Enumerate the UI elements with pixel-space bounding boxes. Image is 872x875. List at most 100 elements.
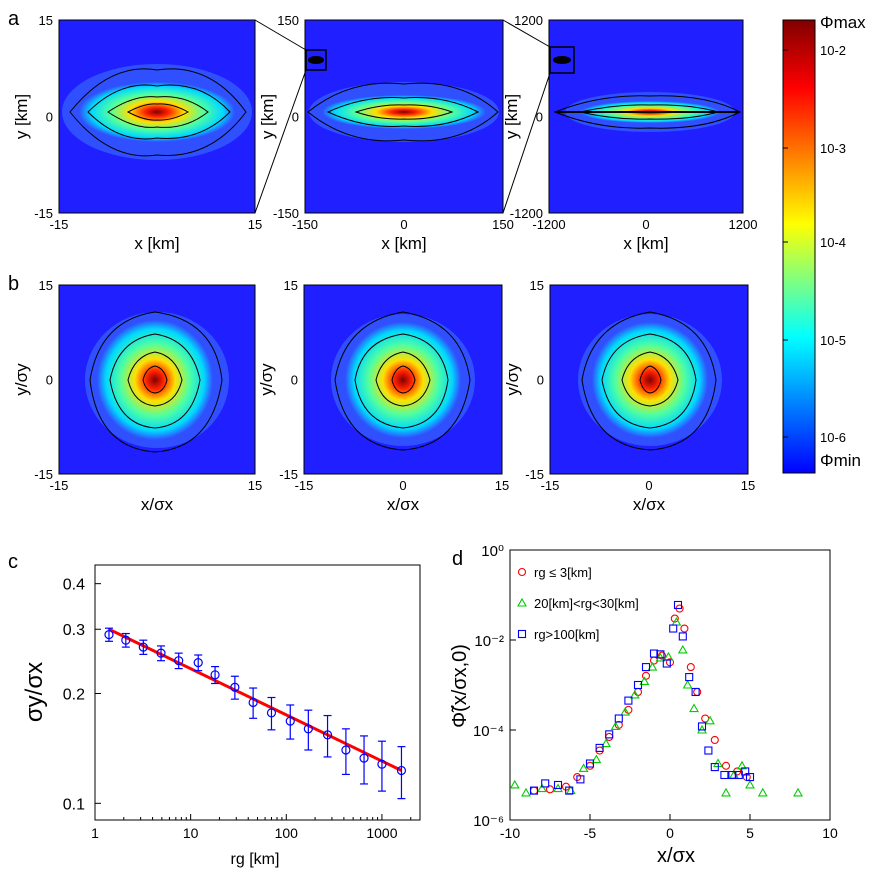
data-point	[745, 773, 755, 782]
data-point	[710, 735, 719, 745]
x-tick-label: 100	[275, 825, 299, 841]
data-point	[633, 680, 643, 690]
y-tick-label: -15	[34, 467, 53, 482]
panel-letter-a: a	[8, 8, 20, 30]
data-point	[174, 656, 184, 666]
x-tick-label: 10	[183, 825, 199, 841]
x-axis-label: x/σx	[387, 495, 420, 514]
y-axis-label: y [km]	[502, 94, 521, 139]
data-point	[705, 715, 715, 725]
data-point	[578, 763, 589, 772]
x-tick-label: -15	[50, 217, 69, 232]
data-point	[685, 673, 694, 682]
x-tick-label: -15	[50, 478, 69, 493]
data-point	[248, 697, 258, 708]
y-tick-label: 10⁻⁴	[473, 723, 504, 740]
y-tick-label: 10⁻²	[474, 633, 504, 650]
zoom-box-a3	[549, 46, 575, 74]
data-point	[678, 632, 687, 641]
data-point	[757, 787, 768, 797]
colorbar-tick-label: 10-5	[820, 333, 846, 348]
heatmap-a1	[58, 19, 256, 214]
x-tick-label: 1	[91, 825, 99, 841]
y-tick-label: 0	[46, 373, 53, 388]
data-point	[517, 629, 527, 639]
data-point	[629, 689, 640, 699]
data-point	[641, 663, 651, 672]
data-point	[662, 659, 671, 668]
data-point	[576, 775, 585, 784]
zoom-connector	[502, 19, 551, 48]
chart-d: -10 -5 0 5 10 10⁰ 10⁻² 10⁻⁴ 10⁻⁶ rg ≤ 3[km] 20[km…	[449, 543, 838, 867]
data-point	[537, 783, 547, 793]
chart-d-xlabel: x/σx	[657, 845, 695, 867]
panel-letter-b: b	[8, 273, 19, 295]
y-axis-label: y [km]	[12, 94, 31, 139]
x-tick-label: 15	[495, 478, 509, 493]
x-tick-label: 0	[666, 825, 674, 841]
heatmap-b3	[549, 284, 749, 475]
data-point	[545, 785, 555, 794]
heatmap-b1	[58, 284, 256, 475]
data-point	[601, 738, 611, 748]
data-point	[377, 759, 387, 769]
y-tick-label: 15	[530, 278, 544, 293]
data-point	[156, 648, 166, 658]
data-point	[230, 682, 240, 692]
y-tick-label: 0	[536, 110, 543, 125]
y-tick-label: 1200	[514, 13, 543, 28]
data-point	[359, 753, 369, 763]
data-point	[610, 721, 621, 730]
y-tick-label: -15	[34, 206, 53, 221]
chart-d-marks	[509, 600, 803, 797]
x-tick-label: 15	[741, 478, 755, 493]
data-point	[639, 676, 650, 685]
data-point	[104, 630, 114, 640]
x-tick-label: 0	[645, 478, 652, 493]
colorbar: Φmax Φmin 10-2 10-3 10-4 10-5 10-6	[782, 13, 866, 474]
data-point	[517, 567, 527, 577]
y-tick-label: -15	[279, 467, 298, 482]
y-tick-label: 15	[39, 278, 53, 293]
data-point	[285, 716, 295, 726]
y-tick-label: 0.3	[63, 622, 85, 639]
panel-letter-c: c	[8, 551, 18, 573]
chart-c-marks	[104, 627, 407, 800]
data-point	[669, 624, 678, 633]
chart-d-ticks: -10 -5 0 5 10 10⁰ 10⁻² 10⁻⁴ 10⁻⁶	[473, 543, 838, 841]
data-point	[614, 714, 623, 723]
data-point	[266, 708, 277, 718]
data-point	[673, 600, 683, 610]
data-point	[710, 763, 719, 772]
data-point	[793, 787, 803, 797]
x-tick-label: 15	[248, 478, 262, 493]
heatmap-b2	[303, 284, 503, 475]
zoom-connector	[254, 69, 307, 214]
y-axis-label: y/σy	[257, 363, 276, 396]
x-tick-label: 0	[400, 217, 407, 232]
y-tick-label: -150	[273, 206, 299, 221]
data-point	[138, 642, 148, 652]
y-tick-label: -1200	[510, 206, 543, 221]
row-b-axis-labels: -15 15 15 0 -15 x/σx y/σy -15 0 15 15 0 -15 x/σx y/σy -…	[12, 278, 755, 514]
data-point	[541, 779, 550, 788]
panel-letter-d: d	[452, 548, 463, 570]
y-tick-label: 15	[284, 278, 298, 293]
y-tick-label: 0	[537, 373, 544, 388]
y-axis-label: y/σy	[503, 363, 522, 396]
x-tick-label: 150	[492, 217, 514, 232]
x-tick-label: 0	[642, 217, 649, 232]
fit-line	[108, 627, 403, 772]
row-b-heatmaps	[58, 284, 749, 475]
zoom-box-a2	[305, 49, 327, 71]
data-point	[341, 745, 351, 755]
x-tick-label: -1200	[532, 217, 565, 232]
y-tick-label: 150	[277, 13, 299, 28]
data-point	[322, 730, 333, 740]
chart-c-ticks: 1 10 100 1000 0.4 0.3 0.2 0.1	[63, 577, 412, 841]
data-point	[721, 761, 731, 770]
y-tick-label: 0	[46, 110, 53, 125]
colorbar-tick-label: 10-3	[820, 141, 846, 156]
